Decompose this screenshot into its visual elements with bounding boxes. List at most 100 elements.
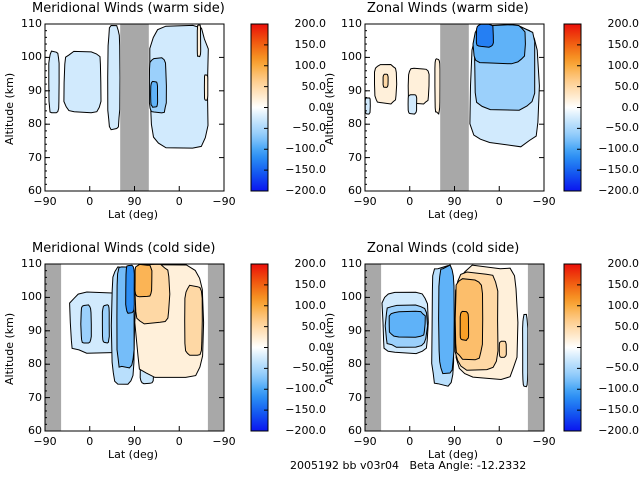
y-tick-label: 110 bbox=[21, 257, 42, 270]
negative-wind-contour bbox=[438, 264, 455, 375]
x-tick-label: 0 bbox=[495, 435, 503, 448]
negative-wind-contour bbox=[388, 310, 426, 338]
y-tick-label: 80 bbox=[28, 357, 42, 371]
colorbar-tick-label: −200.0 bbox=[598, 424, 639, 437]
colorbar-tick-label: 150.0 bbox=[294, 277, 327, 291]
colorbar-tick-label: 50.0 bbox=[301, 319, 327, 333]
y-axis-label: Altitude (km) bbox=[323, 72, 336, 145]
contour-layer bbox=[365, 24, 540, 191]
x-tick-label: −90 bbox=[212, 195, 236, 208]
positive-wind-contour bbox=[203, 74, 209, 101]
positive-wind-contour bbox=[498, 340, 507, 358]
negative-wind-contour bbox=[365, 97, 371, 115]
chart-svg bbox=[364, 263, 582, 432]
panel-zonal-warm: Zonal Winds (warm side) 60 70 80 90 100 110 −90… bbox=[320, 0, 640, 240]
colorbar-tick-label: 0.0 bbox=[308, 340, 327, 354]
positive-wind-contour bbox=[184, 284, 203, 356]
contour-layer bbox=[365, 264, 544, 431]
panel-meridional-warm: Meridional Winds (warm side) 60 70 80 90 100 1… bbox=[0, 0, 326, 240]
colorbar-tick-label: −150.0 bbox=[598, 403, 639, 417]
y-tick-label: 110 bbox=[21, 17, 42, 30]
y-tick-label: 80 bbox=[348, 117, 362, 131]
colorbar-tick-label: −50.0 bbox=[605, 121, 639, 135]
y-tick-label: 90 bbox=[28, 323, 42, 337]
negative-wind-contour bbox=[125, 264, 135, 314]
colorbar-tick-label: 150.0 bbox=[294, 37, 327, 51]
negative-wind-contour bbox=[150, 80, 159, 108]
x-tick-label: 0 bbox=[175, 435, 183, 448]
colorbar-tick-label: 150.0 bbox=[607, 277, 640, 291]
chart-title: Meridional Winds (warm side) bbox=[32, 1, 225, 16]
y-tick-label: 60 bbox=[348, 424, 362, 437]
contour-layer bbox=[45, 264, 224, 431]
footer-info: 2005192 bb v03r04 Beta Angle: -12.2332 bbox=[290, 459, 527, 472]
x-axis-label: Lat (deg) bbox=[428, 208, 478, 221]
colorbar-tick-label: 50.0 bbox=[614, 319, 640, 333]
colorbar-tick-label: 50.0 bbox=[301, 79, 327, 93]
y-tick-label: 90 bbox=[348, 83, 362, 97]
x-tick-label: 0 bbox=[175, 195, 183, 208]
negative-wind-contour bbox=[48, 50, 60, 114]
x-axis-label: Lat (deg) bbox=[428, 448, 478, 461]
negative-wind-contour bbox=[522, 313, 529, 388]
x-tick-label: −90 bbox=[353, 435, 377, 448]
colorbar-tick-label: −50.0 bbox=[605, 361, 639, 375]
x-tick-label: −90 bbox=[353, 195, 377, 208]
colorbar-tick-label: −200.0 bbox=[285, 424, 326, 437]
no-data-region bbox=[440, 24, 469, 191]
x-tick-label: −90 bbox=[532, 195, 556, 208]
negative-wind-contour bbox=[101, 304, 110, 344]
panel-meridional-cold: Meridional Winds (cold side) 60 70 80 90 100 1… bbox=[0, 240, 326, 480]
positive-wind-contour bbox=[134, 264, 153, 298]
no-data-region bbox=[45, 264, 62, 431]
colorbar-tick-label: 100.0 bbox=[607, 58, 640, 72]
colorbar-tick-label: 100.0 bbox=[607, 298, 640, 312]
panel-zonal-cold: Zonal Winds (cold side) 60 70 80 90 100 110 −90… bbox=[320, 240, 640, 480]
colorbar-tick-label: 200.0 bbox=[607, 17, 640, 30]
negative-wind-contour bbox=[63, 50, 102, 114]
y-tick-label: 60 bbox=[28, 184, 42, 197]
x-axis-label: Lat (deg) bbox=[108, 208, 158, 221]
y-axis-label: Altitude (km) bbox=[3, 72, 16, 145]
colorbar-tick-label: 200.0 bbox=[294, 257, 327, 270]
positive-wind-contour bbox=[196, 24, 202, 58]
x-tick-label: 0 bbox=[406, 195, 414, 208]
x-tick-label: 90 bbox=[447, 195, 462, 208]
x-axis-label: Lat (deg) bbox=[108, 448, 158, 461]
colorbar-tick-label: −100.0 bbox=[285, 382, 326, 396]
colorbar-tick-label: 0.0 bbox=[621, 100, 640, 114]
chart-title: Zonal Winds (cold side) bbox=[367, 241, 520, 256]
x-tick-label: 90 bbox=[447, 435, 462, 448]
chart-title: Zonal Winds (warm side) bbox=[367, 1, 529, 16]
x-tick-label: 90 bbox=[127, 435, 142, 448]
colorbar-tick-label: 100.0 bbox=[294, 298, 327, 312]
no-data-region bbox=[365, 264, 382, 431]
y-tick-label: 60 bbox=[28, 424, 42, 437]
positive-wind-contour bbox=[454, 278, 484, 361]
y-tick-label: 100 bbox=[21, 50, 42, 64]
colorbar-tick-label: −100.0 bbox=[598, 142, 639, 156]
chart-svg bbox=[364, 23, 582, 192]
y-tick-label: 100 bbox=[341, 50, 362, 64]
y-tick-label: 110 bbox=[341, 17, 362, 30]
y-tick-label: 90 bbox=[348, 323, 362, 337]
y-tick-label: 70 bbox=[28, 150, 42, 164]
positive-wind-contour bbox=[459, 310, 470, 341]
y-tick-label: 60 bbox=[348, 184, 362, 197]
colorbar-tick-label: −200.0 bbox=[285, 184, 326, 197]
colorbar-tick-label: −100.0 bbox=[285, 142, 326, 156]
chart-svg bbox=[44, 23, 269, 192]
x-tick-label: 90 bbox=[127, 195, 142, 208]
colorbar-tick-label: −150.0 bbox=[598, 163, 639, 177]
y-axis-label: Altitude (km) bbox=[3, 312, 16, 385]
chart-title: Meridional Winds (cold side) bbox=[32, 241, 216, 256]
no-data-region bbox=[527, 264, 544, 431]
contour-layer bbox=[48, 24, 209, 191]
x-tick-label: −90 bbox=[212, 435, 236, 448]
colorbar-tick-label: 0.0 bbox=[621, 340, 640, 354]
y-tick-label: 80 bbox=[28, 117, 42, 131]
y-tick-label: 70 bbox=[348, 390, 362, 404]
colorbar-tick-label: 150.0 bbox=[607, 37, 640, 51]
chart-svg bbox=[44, 263, 269, 432]
positive-wind-contour bbox=[382, 73, 389, 88]
